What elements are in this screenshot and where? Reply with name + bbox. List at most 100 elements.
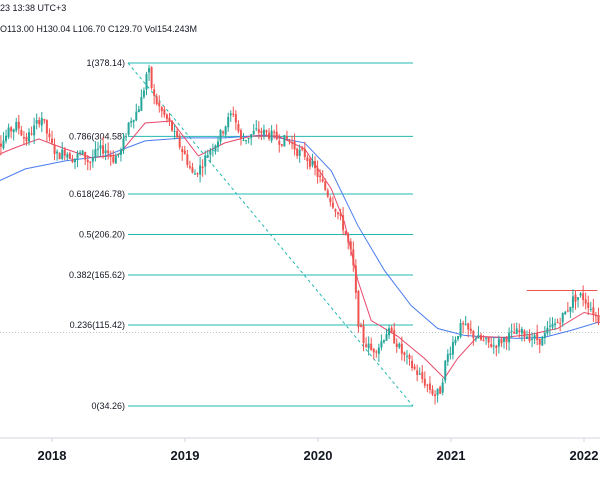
candle-body-178 bbox=[441, 382, 444, 393]
candle-body-187 bbox=[464, 324, 467, 326]
candle-body-112 bbox=[273, 131, 276, 133]
candle-body-37 bbox=[81, 150, 84, 155]
candle-body-122 bbox=[298, 149, 301, 156]
candle-body-31 bbox=[66, 154, 69, 158]
ohlc-vol: Vol154.243M bbox=[144, 24, 198, 34]
candle-body-139 bbox=[342, 215, 345, 231]
candle-body-179 bbox=[444, 360, 447, 381]
candle-body-170 bbox=[421, 372, 424, 380]
candle-body-164 bbox=[405, 355, 408, 357]
candle-body-150 bbox=[370, 343, 373, 350]
candle-body-233 bbox=[582, 293, 585, 301]
candle-body-205 bbox=[510, 330, 513, 332]
candle-body-198 bbox=[492, 345, 495, 347]
candle-body-41 bbox=[91, 157, 94, 162]
candle-body-20 bbox=[38, 119, 41, 125]
candle-body-231 bbox=[577, 297, 580, 300]
candle-body-39 bbox=[86, 159, 89, 163]
candle-body-200 bbox=[497, 338, 500, 347]
candle-body-118 bbox=[288, 139, 291, 141]
candle-body-173 bbox=[428, 383, 431, 390]
candle-body-49 bbox=[112, 156, 115, 163]
candle-body-169 bbox=[418, 373, 421, 375]
candle-body-52 bbox=[119, 149, 122, 155]
candle-body-132 bbox=[324, 181, 327, 190]
candle-body-29 bbox=[61, 149, 64, 159]
candle-body-140 bbox=[344, 231, 347, 235]
candle-body-51 bbox=[117, 153, 120, 155]
ohlc-readout: O113.00 H130.04 L106.70 C129.70 Vol154.2… bbox=[0, 24, 197, 34]
candle-body-61 bbox=[142, 90, 145, 97]
candle-body-155 bbox=[382, 340, 385, 343]
candle-body-215 bbox=[536, 333, 539, 341]
candle-body-134 bbox=[329, 197, 332, 203]
ma-slow-line bbox=[0, 134, 600, 339]
candle-body-86 bbox=[206, 155, 209, 158]
candle-body-23 bbox=[45, 120, 48, 134]
candle-body-33 bbox=[71, 158, 74, 163]
candle-body-126 bbox=[308, 159, 311, 167]
candle-body-174 bbox=[431, 389, 434, 395]
candle-body-218 bbox=[543, 332, 546, 339]
candle-body-237 bbox=[592, 307, 595, 315]
candle-body-99 bbox=[239, 130, 242, 140]
candle-body-176 bbox=[436, 388, 439, 396]
candle-body-154 bbox=[380, 341, 383, 348]
chart-header: 23 13:38 UTC+3 O113.00 H130.04 L106.70 C… bbox=[0, 0, 600, 40]
candle-body-54 bbox=[125, 136, 128, 138]
candle-body-89 bbox=[214, 145, 217, 152]
candle-body-45 bbox=[102, 145, 105, 154]
candle-body-120 bbox=[293, 141, 296, 150]
candle-body-214 bbox=[533, 335, 536, 339]
candle-body-161 bbox=[398, 343, 401, 348]
candle-body-115 bbox=[280, 144, 283, 146]
candle-body-146 bbox=[359, 325, 362, 327]
candle-body-96 bbox=[232, 113, 235, 115]
candle-body-91 bbox=[219, 129, 222, 142]
candle-body-97 bbox=[234, 114, 237, 123]
candle-body-236 bbox=[589, 308, 592, 310]
candle-body-125 bbox=[306, 157, 309, 161]
candle-body-42 bbox=[94, 149, 97, 158]
candle-body-101 bbox=[245, 139, 248, 141]
x-tick-label-2019: 2019 bbox=[171, 448, 200, 463]
candle-body-213 bbox=[531, 339, 534, 341]
candle-body-62 bbox=[145, 73, 148, 90]
x-tick-label-2018: 2018 bbox=[38, 448, 67, 463]
candle-body-162 bbox=[400, 343, 403, 354]
candle-body-224 bbox=[559, 323, 562, 325]
x-tick-label-2020: 2020 bbox=[304, 448, 333, 463]
candle-body-21 bbox=[40, 118, 43, 126]
candle-body-108 bbox=[262, 129, 265, 135]
ma-fast-line bbox=[0, 120, 600, 380]
candle-body-95 bbox=[229, 113, 232, 116]
candle-body-34 bbox=[73, 158, 76, 163]
candle-body-102 bbox=[247, 137, 250, 140]
candle-body-182 bbox=[451, 342, 454, 355]
candle-body-147 bbox=[362, 325, 365, 343]
candle-body-128 bbox=[314, 161, 317, 169]
candle-body-6 bbox=[2, 140, 5, 149]
candle-body-94 bbox=[227, 116, 230, 128]
candle-body-166 bbox=[411, 360, 414, 368]
candle-body-88 bbox=[211, 149, 214, 151]
candle-body-5 bbox=[0, 143, 2, 147]
x-tick-label-2021: 2021 bbox=[437, 448, 466, 463]
candle-body-148 bbox=[365, 344, 368, 347]
candle-body-199 bbox=[495, 345, 498, 349]
candle-body-110 bbox=[268, 132, 271, 139]
candle-body-82 bbox=[196, 173, 199, 175]
candle-body-16 bbox=[28, 132, 31, 142]
candle-body-59 bbox=[137, 109, 140, 113]
candle-body-32 bbox=[68, 153, 71, 160]
candle-body-156 bbox=[385, 334, 388, 341]
candle-body-180 bbox=[446, 354, 449, 362]
candle-body-158 bbox=[390, 327, 393, 333]
candle-body-151 bbox=[372, 348, 375, 353]
candle-body-209 bbox=[520, 328, 523, 334]
candle-body-103 bbox=[250, 134, 253, 139]
candle-body-63 bbox=[148, 68, 151, 73]
candle-body-212 bbox=[528, 335, 531, 341]
candle-body-221 bbox=[551, 323, 554, 328]
